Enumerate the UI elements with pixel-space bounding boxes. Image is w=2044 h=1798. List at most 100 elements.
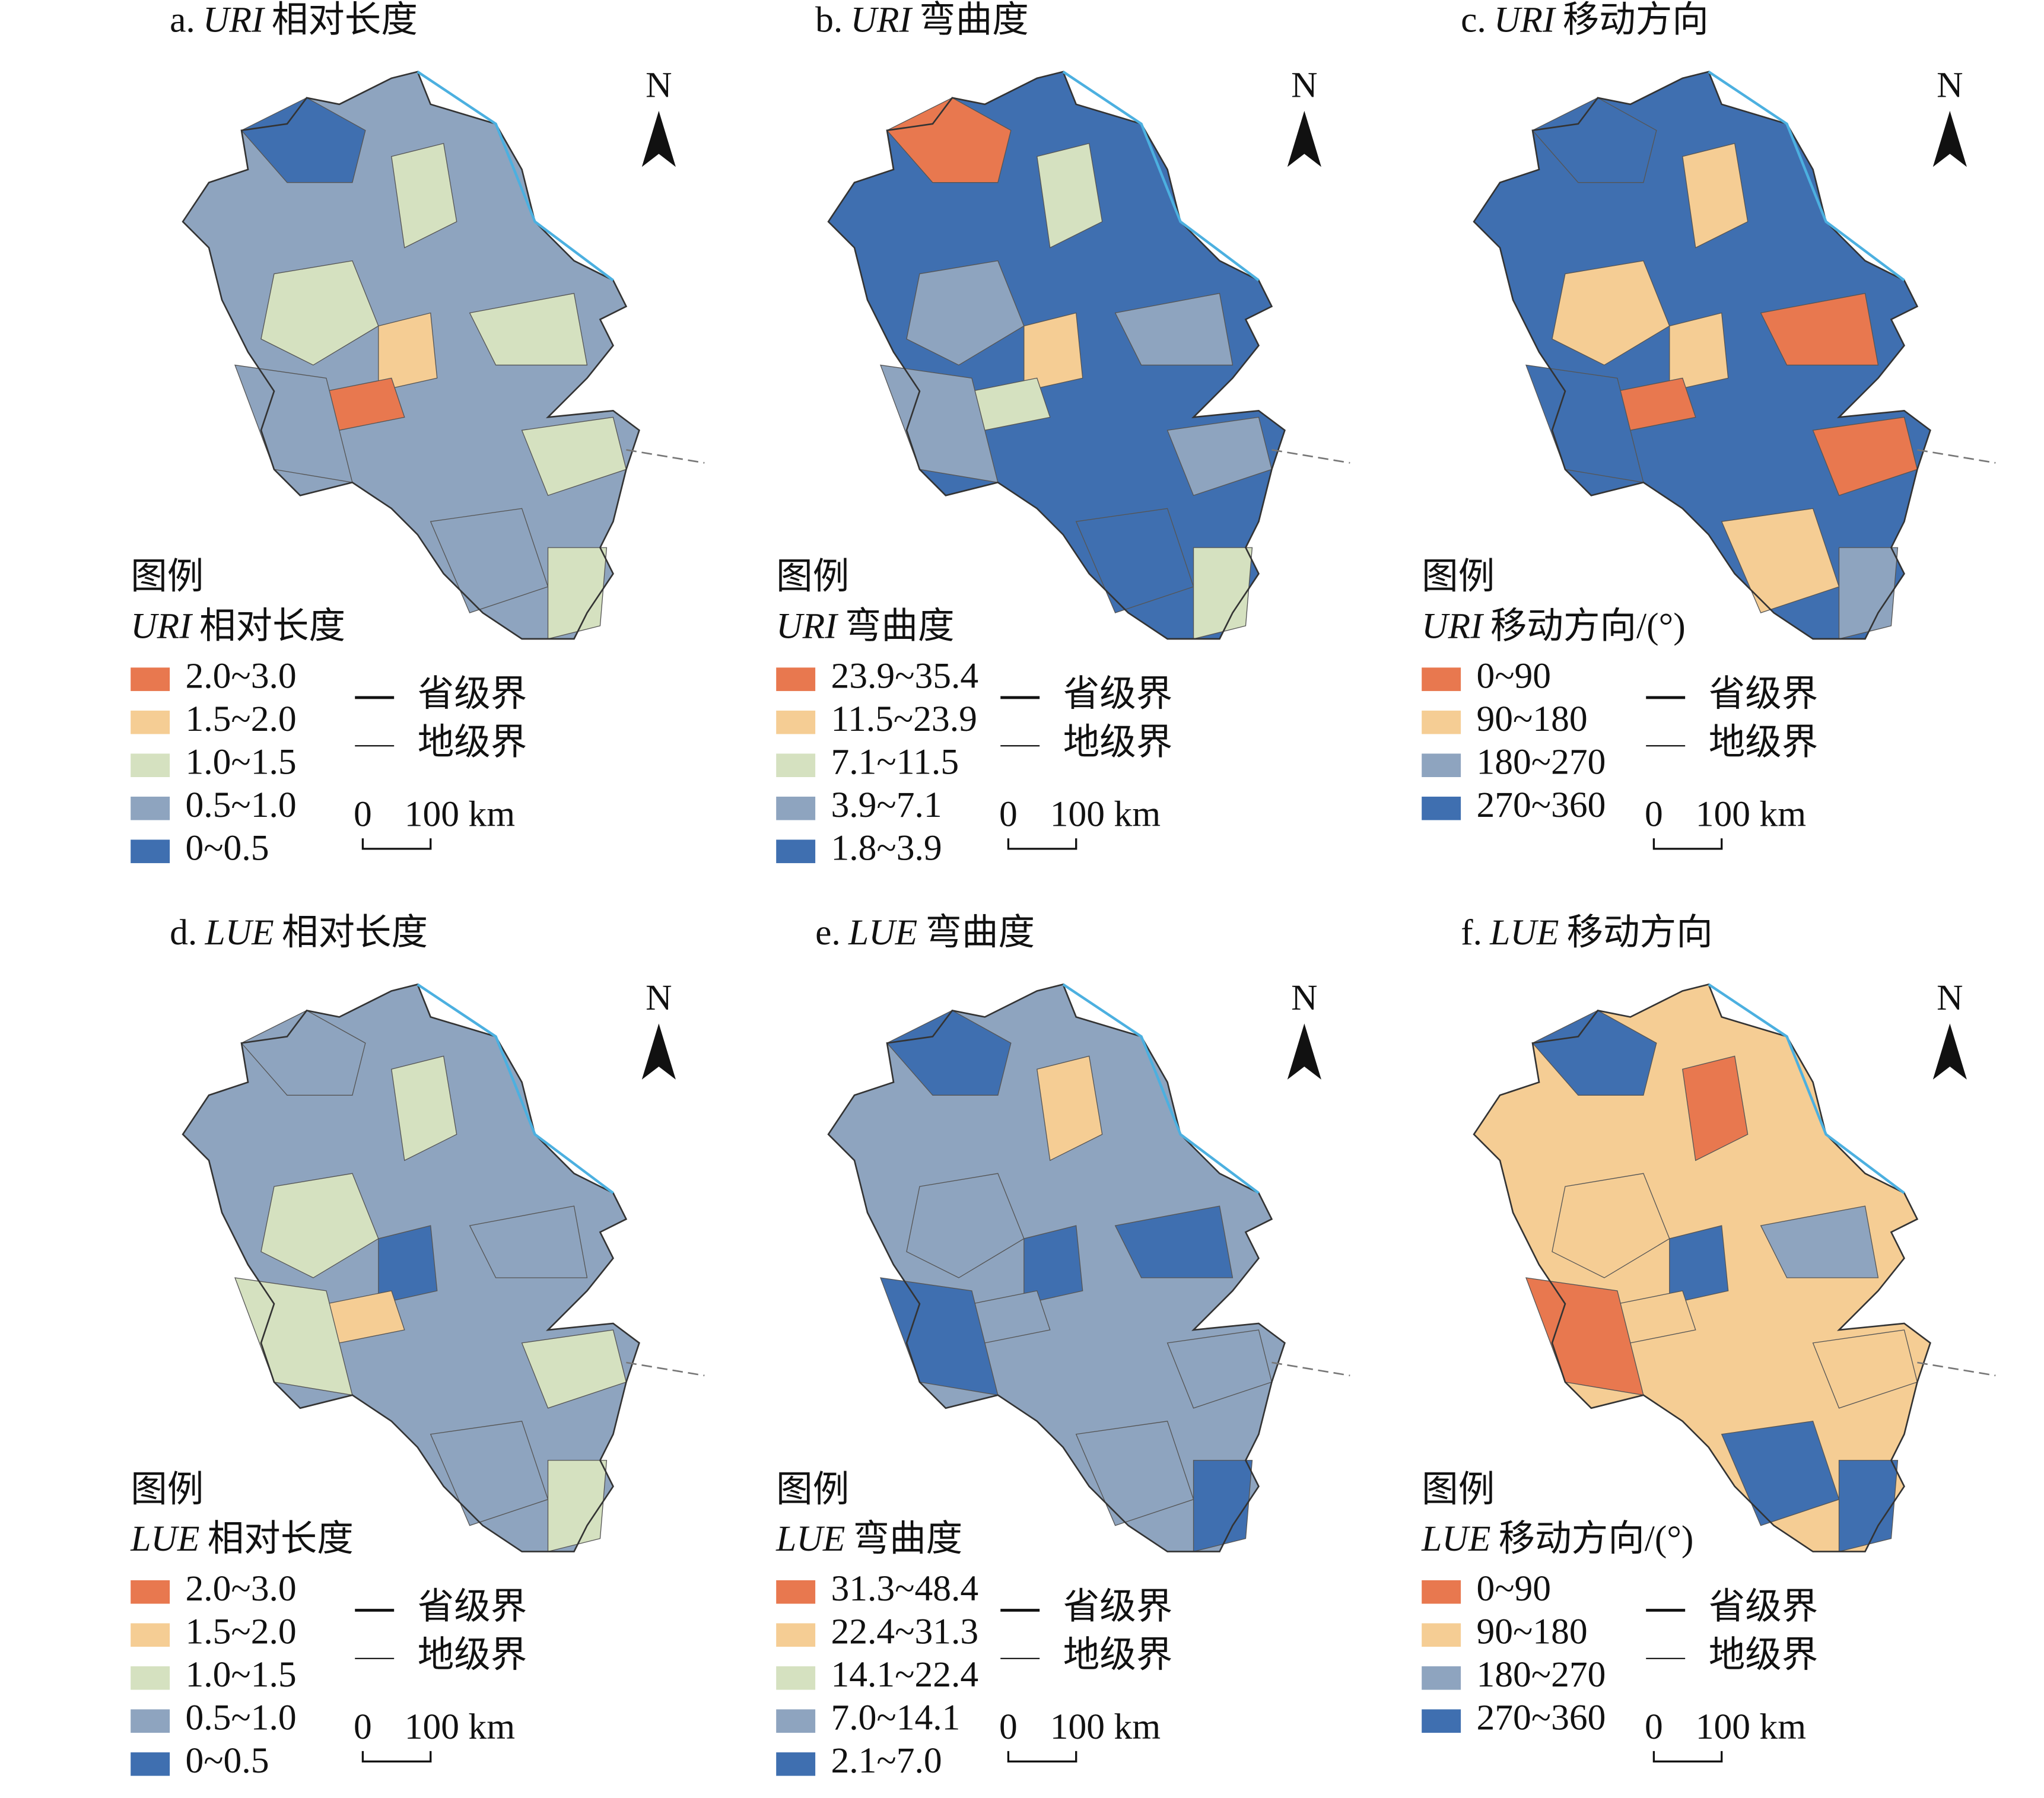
boundary-label: 省级界: [1063, 674, 1173, 714]
boundary-label: 地级界: [1709, 1635, 1819, 1675]
north-arrow: [1932, 110, 1967, 167]
panel-label: e.: [815, 912, 841, 953]
legend-swatch: [776, 1623, 816, 1647]
legend-name: 弯曲度: [853, 1519, 963, 1559]
region: [469, 292, 588, 366]
north-label: N: [1291, 65, 1317, 106]
legend-heading: 图例: [131, 1469, 204, 1510]
coast: [1473, 71, 1931, 640]
panel-name: 相对长度: [272, 0, 418, 40]
sea-boundary: [626, 1361, 705, 1377]
legend-swatch: [131, 1709, 170, 1733]
region: [1838, 547, 1899, 639]
legend-swatch: [131, 1666, 170, 1690]
region: [1669, 1225, 1729, 1304]
legend-swatch: [1422, 1580, 1461, 1604]
region: [1531, 1010, 1657, 1096]
panel-abbr: LUE: [204, 912, 274, 953]
region: [1669, 312, 1729, 392]
region: [906, 1173, 1025, 1278]
legend-swatch: [131, 753, 170, 777]
sea-boundary: [1917, 1361, 1996, 1377]
scale-end: 100 km: [1696, 1707, 1806, 1747]
legend-name: 相对长度: [199, 606, 345, 647]
panel-label: d.: [170, 912, 197, 953]
legend-label: 0~0.5: [186, 1740, 269, 1781]
region: [1682, 142, 1749, 249]
legend-swatch: [131, 839, 170, 864]
legend-swatch: [776, 1752, 816, 1776]
region: [1552, 260, 1670, 366]
panel-title: b. URI 弯曲度: [815, 0, 1029, 40]
legend-swatch: [131, 1623, 170, 1647]
legend-title: LUE 相对长度: [130, 1519, 354, 1559]
scale-end: 100 km: [1696, 794, 1806, 834]
north-arrow: [1932, 1023, 1967, 1080]
legend-swatch: [131, 1752, 170, 1776]
coastline: [417, 983, 614, 1194]
legend-abbr: LUE: [1421, 1519, 1490, 1559]
legend-label: 1.5~2.0: [186, 699, 297, 739]
panel-name: 移动方向: [1563, 0, 1709, 40]
legend-swatch: [1422, 1623, 1461, 1647]
legend-title: URI 弯曲度: [776, 606, 954, 647]
coast: [182, 983, 640, 1552]
legend-name: 移动方向/(°): [1490, 606, 1686, 647]
region: [1760, 292, 1879, 366]
region: [547, 1460, 608, 1552]
legend-heading: 图例: [776, 1469, 849, 1510]
scale-bar: [361, 1751, 432, 1763]
scale-bar: [361, 838, 432, 850]
region: [1114, 1205, 1234, 1278]
panel-title: c. URI 移动方向: [1461, 0, 1709, 40]
region: [260, 1173, 379, 1278]
legend-abbr: URI: [1422, 606, 1484, 647]
scale-end: 100 km: [1050, 1707, 1161, 1747]
legend-label: 1.5~2.0: [186, 1611, 297, 1651]
legend-heading: 图例: [776, 556, 849, 597]
panel-name: 弯曲度: [925, 912, 1035, 953]
legend-swatch: [1422, 710, 1461, 734]
legend-label: 7.0~14.1: [831, 1697, 960, 1737]
sea-boundary: [1271, 448, 1350, 464]
region: [378, 1225, 438, 1304]
boundary-label: 地级界: [1709, 722, 1819, 762]
region: [1552, 1173, 1670, 1278]
region: [240, 1010, 366, 1096]
legend-label: 2.1~7.0: [831, 1740, 942, 1781]
legend-heading: 图例: [131, 556, 204, 597]
north-arrow: [641, 110, 676, 167]
region: [378, 312, 438, 392]
boundary-label: 省级界: [418, 1587, 527, 1627]
region: [1760, 1205, 1879, 1278]
legend-label: 0~90: [1476, 655, 1551, 696]
legend-title: URI 相对长度: [131, 606, 345, 647]
panel-abbr: LUE: [848, 912, 917, 953]
panel-title: f. LUE 移动方向: [1461, 912, 1713, 953]
panel-label: b.: [815, 0, 843, 40]
panel-name: 移动方向: [1567, 912, 1713, 953]
coastline: [417, 71, 614, 282]
boundary-label: 地级界: [418, 722, 527, 762]
legend-label: 23.9~35.4: [831, 655, 978, 696]
legend-swatch: [776, 839, 816, 864]
region: [1023, 312, 1083, 392]
sea-boundary: [1917, 448, 1996, 464]
north-label: N: [1291, 978, 1317, 1018]
boundary-label: 省级界: [1709, 1587, 1819, 1627]
scale-bar: [1652, 838, 1723, 850]
legend-label: 0~0.5: [186, 828, 269, 868]
region: [1193, 547, 1253, 639]
panel-title: a. URI 相对长度: [170, 0, 418, 40]
legend-label: 0~90: [1476, 1568, 1551, 1609]
scale-end: 100 km: [405, 1707, 515, 1747]
legend-name: 相对长度: [208, 1519, 354, 1559]
legend-label: 1.8~3.9: [831, 828, 942, 868]
scale-start: 0: [1645, 794, 1663, 834]
legend-swatch: [776, 710, 816, 734]
boundary-label: 地级界: [1063, 1635, 1173, 1675]
panel-abbr: URI: [1494, 0, 1556, 40]
panel-label: c.: [1461, 0, 1486, 40]
legend-swatch: [1422, 796, 1461, 820]
